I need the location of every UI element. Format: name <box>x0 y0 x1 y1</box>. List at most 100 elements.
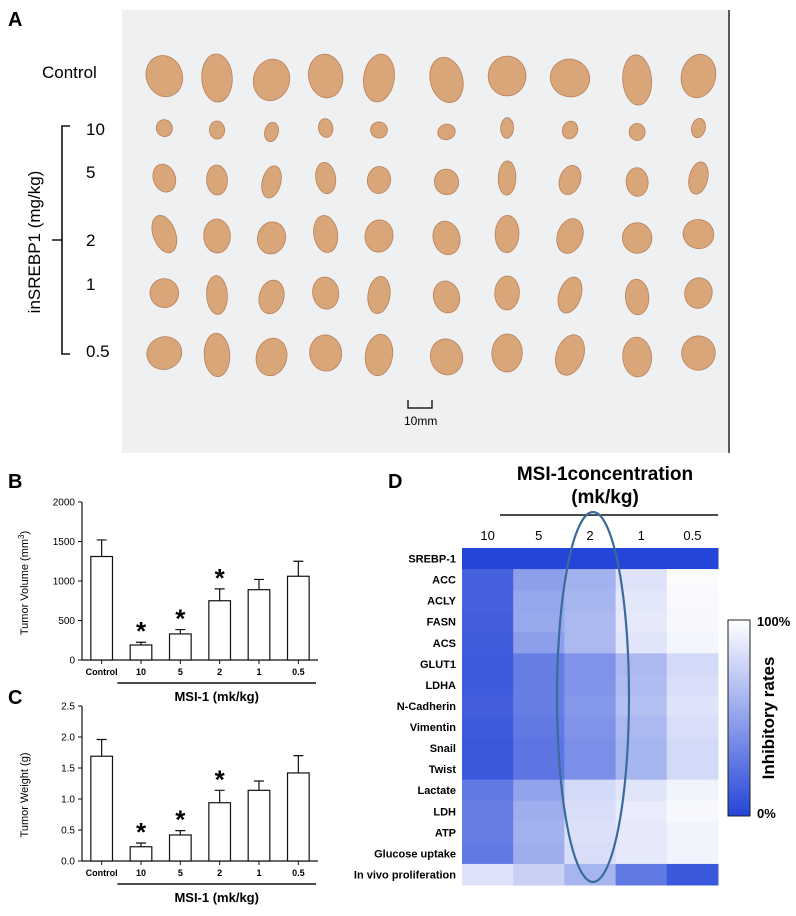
tumor-0.5-5 <box>364 333 394 377</box>
heatmap-cell <box>615 674 668 696</box>
tumor-5-4 <box>315 162 337 195</box>
panel-c-significance-star: * <box>215 764 226 794</box>
panel-c-errorbar-2 <box>214 789 225 803</box>
tumor-5-10 <box>688 161 709 195</box>
heatmap-row-label: Glucose uptake <box>374 848 456 860</box>
panel-c-errorbar-10 <box>136 842 146 847</box>
tumor-1-7 <box>494 275 520 311</box>
dose-axis-label: inSREBP1 (mg/kg) <box>25 171 44 314</box>
panel-c-ylabel: Tumor Weight (g) <box>19 753 31 838</box>
tumor-2-5 <box>364 219 394 253</box>
panel-b-chart: 0 500 1000 1500 2000 Control 10 * 5 * 2 * 1 0.5 MSI-1 … <box>53 498 318 704</box>
heatmap-row-label: LDHA <box>425 680 456 692</box>
heatmap-cell <box>666 716 719 739</box>
panel-b-ylabel: Tumor Volume (mm3) <box>17 531 31 635</box>
tumor-control-3 <box>252 58 291 102</box>
tumor-1-6 <box>432 280 461 314</box>
panel-c: C Tumor Weight (g) 0.0 0.5 1.0 1.5 2.0 2.5 Con… <box>8 687 318 905</box>
tumor-control-9 <box>622 54 653 106</box>
panel-c-bar-1 <box>247 789 271 862</box>
heatmap-row-label: ACLY <box>427 596 457 608</box>
panel-c-ytick-label: 0.5 <box>61 826 75 837</box>
heatmap-cell <box>462 737 514 760</box>
dose-bracket <box>52 125 70 355</box>
heatmap-cell <box>666 611 719 633</box>
heatmap-cell <box>513 548 565 570</box>
heatmap-column-label: 5 <box>535 528 542 543</box>
panel-b-significance-star: * <box>215 563 226 593</box>
heatmap-cell <box>615 842 668 865</box>
heatmap-title-line1: MSI-1concentration <box>517 464 693 485</box>
tumor-10-7 <box>500 117 514 139</box>
heatmap-cell <box>462 758 514 781</box>
tumor-0.5-2 <box>203 332 231 378</box>
panel-b-ytick-label: 500 <box>58 616 75 627</box>
heatmap-cell <box>615 611 668 633</box>
heatmap-cell <box>564 737 617 760</box>
panel-b-ylabel-close: ) <box>19 531 31 535</box>
tumor-5-5 <box>366 166 392 194</box>
panel-b-bar-10 <box>129 644 153 661</box>
panel-b-bar-2 <box>208 600 232 661</box>
heatmap-row-label: Snail <box>430 743 456 755</box>
panel-b-bar-Control <box>90 555 114 661</box>
panel-b-bar-1 <box>247 589 271 661</box>
tumor-control-5 <box>363 53 395 103</box>
tumor-1-4 <box>312 276 340 310</box>
tumor-1-2 <box>206 275 228 315</box>
heatmap-row-label: Vimentin <box>410 722 457 734</box>
tumor-1-10 <box>684 277 713 309</box>
heatmap-cell <box>513 674 565 696</box>
tumor-0.5-4 <box>309 334 343 372</box>
heatmap-cell <box>564 716 617 739</box>
panel-b-ytick-label: 1000 <box>53 577 76 588</box>
tumor-control-2 <box>201 53 233 103</box>
heatmap-row-label: SREBP-1 <box>408 554 456 566</box>
panel-c-bar-Control <box>90 755 114 862</box>
heatmap-cell <box>513 695 565 717</box>
tumor-5-1 <box>152 163 177 193</box>
heatmap-cell <box>666 674 719 696</box>
tumor-5-2 <box>206 164 228 196</box>
tumor-5-7 <box>497 160 517 196</box>
tumor-control-1 <box>145 55 184 98</box>
panel-b-ytick-label: 0 <box>69 656 75 667</box>
heatmap-row-label: ATP <box>435 827 456 839</box>
panel-c-label: C <box>8 687 22 709</box>
tumor-2-6 <box>432 220 461 256</box>
heatmap-cell <box>564 674 617 696</box>
panel-b-errorbar-0.5 <box>293 560 304 577</box>
panel-b-xtick-label: 5 <box>178 667 183 677</box>
tumor-0.5-1 <box>146 336 183 370</box>
row-label-control: Control <box>42 63 97 82</box>
heatmap-cell <box>615 737 668 760</box>
heatmap-cell <box>564 569 617 591</box>
tumor-2-4 <box>313 215 339 253</box>
heatmap-cell <box>462 632 514 654</box>
dose-label-10: 10 <box>86 120 105 139</box>
heatmap-cell <box>564 821 617 844</box>
heatmap-cell <box>666 548 719 570</box>
tumor-0.5-8 <box>555 334 585 376</box>
panel-b-bar-0.5 <box>286 575 310 661</box>
panel-c-chart: 0.0 0.5 1.0 1.5 2.0 2.5 Control 10 * 5 * 2 * 1 0.5 MSI-… <box>61 702 318 905</box>
colorbar-min-label: 0% <box>757 806 776 821</box>
panel-b-ylabel-sup: 3 <box>17 534 26 539</box>
heatmap-cell <box>615 548 668 570</box>
heatmap-cell <box>615 779 668 802</box>
dose-label-1: 1 <box>86 275 95 294</box>
heatmap-cell <box>564 548 617 570</box>
tumor-1-8 <box>557 276 583 314</box>
heatmap-column-label: 0.5 <box>683 528 701 543</box>
panel-b-label: B <box>8 471 22 493</box>
heatmap-cell <box>615 800 668 823</box>
panel-c-xtick-label: 5 <box>178 868 183 878</box>
tumor-control-6 <box>429 56 464 103</box>
tumor-2-1 <box>151 215 178 254</box>
heatmap-cell <box>666 632 719 654</box>
tumor-10-3 <box>264 121 279 142</box>
heatmap-cell <box>564 800 617 823</box>
tumor-5-6 <box>433 168 460 196</box>
heatmap-cell <box>513 569 565 591</box>
